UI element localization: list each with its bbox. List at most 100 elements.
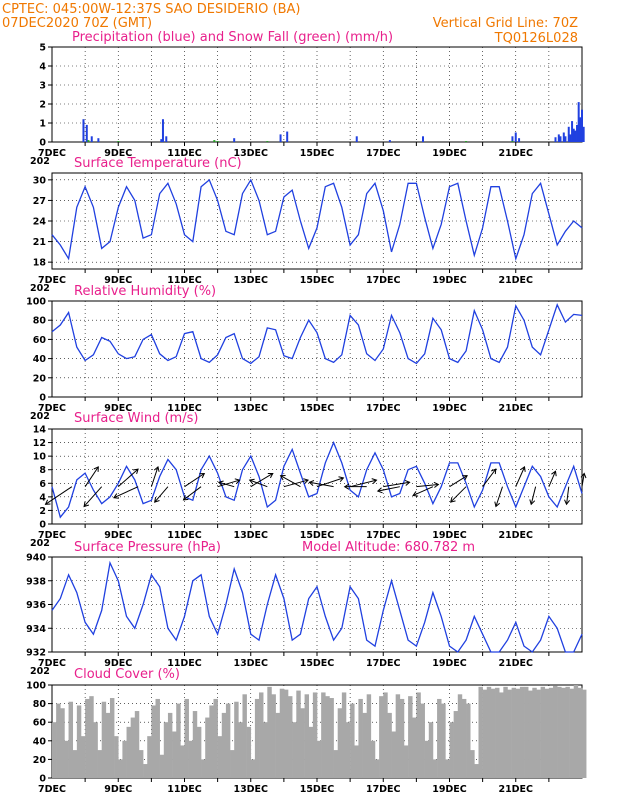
wind-vector-head <box>520 466 526 472</box>
rh-date-label: 21DEC <box>498 403 533 414</box>
cloud-ytick-label: 100 <box>26 681 46 692</box>
wind-vector-head <box>376 487 383 494</box>
cloud-date-label: 7DEC <box>38 784 66 795</box>
temp-date-label: 9DEC <box>104 275 132 286</box>
precip-date-label: 21DEC <box>498 148 533 159</box>
wind-vector-head <box>343 483 350 490</box>
cloud-ytick-label: 0 <box>39 774 46 785</box>
temp-date-label: 21DEC <box>498 275 533 286</box>
cloud-bar <box>532 687 537 778</box>
snow-bar <box>511 141 514 142</box>
header-grid-note: Vertical Grid Line: 70Z <box>433 16 578 31</box>
pressure-date-label: 21DEC <box>498 658 533 669</box>
cloud-bar <box>511 687 517 778</box>
precip-date-label: 7DEC <box>38 148 66 159</box>
pressure-date-label: 11DEC <box>167 658 202 669</box>
cloud-date-label: 9DEC <box>104 784 132 795</box>
cloud-bar <box>159 754 165 778</box>
temp-ytick-label: 27 <box>33 196 46 207</box>
precip-ytick-label: 4 <box>39 62 46 73</box>
cloud-bar <box>519 686 525 778</box>
wind-vector <box>412 486 434 496</box>
cloud-bar <box>292 722 297 778</box>
rh-ytick-label: 40 <box>33 354 47 365</box>
wind-vector <box>316 477 344 488</box>
cloud-ytick-label: 80 <box>33 699 47 710</box>
cloud-bar <box>329 698 334 778</box>
cloud-bar <box>432 759 438 778</box>
precip-bar <box>422 136 424 142</box>
panel-cloud: 0 20 40 60 80 100 7DEC 9DEC 11DEC 13DEC 15DEC 17DEC… <box>26 667 587 795</box>
cloud-bar <box>184 698 189 778</box>
cloud-bar <box>167 712 173 778</box>
cloud-bar <box>213 698 218 778</box>
wind-line <box>51 440 583 519</box>
wind-date-label: 19DEC <box>432 530 467 541</box>
wind-vector <box>495 486 503 507</box>
cloud-ytick-label: 60 <box>33 718 47 729</box>
precip-bar <box>572 128 575 142</box>
cloud-ytick-label: 40 <box>33 736 47 747</box>
cloud-bar <box>321 692 326 778</box>
cloud-date-label: 21DEC <box>498 784 533 795</box>
panel-wind: 0 2 4 6 8 10 12 14 7DEC 9DEC 11DEC 13DEC 15DEC 17DEC 1… <box>30 411 587 549</box>
rh-date-label: 19DEC <box>432 403 467 414</box>
wind-vector-head <box>564 499 570 506</box>
wind-date-label: 9DEC <box>104 530 132 541</box>
cloud-bar <box>192 711 198 778</box>
cloud-bar <box>445 759 450 778</box>
wind-ytick-label: 8 <box>39 465 46 476</box>
wind-title: Surface Wind (m/s) <box>74 411 198 426</box>
cloud-bar <box>557 686 562 778</box>
cloud-bar <box>130 717 136 778</box>
cloud-bar <box>64 740 69 778</box>
cloud-bar <box>540 686 546 778</box>
rh-date-label: 11DEC <box>167 403 202 414</box>
snow-bar <box>465 141 468 142</box>
cloud-bar <box>561 687 566 778</box>
precip-date-label: 17DEC <box>366 148 401 159</box>
temp-date-label: 13DEC <box>233 275 268 286</box>
cloud-bar <box>122 740 127 778</box>
precip-bar <box>279 134 282 142</box>
precip-bar <box>576 124 579 142</box>
cloud-bar <box>495 687 500 778</box>
cloud-bar <box>312 692 318 778</box>
wind-vector <box>581 473 585 487</box>
wind-vector <box>218 481 235 488</box>
cloud-bar <box>114 736 119 778</box>
precip-date-label: 19DEC <box>432 148 467 159</box>
cloud-date-label: 19DEC <box>432 784 467 795</box>
cloud-bar <box>503 686 508 778</box>
precip-bar <box>85 124 88 142</box>
panel-precip: 0 1 2 3 4 5 7DEC 9DEC 11DEC 13DEC 15DEC 17DEC 19DEC 2… <box>30 30 585 167</box>
cloud-bar <box>201 759 206 778</box>
precip-bar <box>160 139 163 142</box>
pressure-ytick-label: 934 <box>26 624 46 635</box>
cloud-bar <box>308 726 314 778</box>
precip-bar <box>574 130 577 142</box>
cloud-bar <box>515 688 521 778</box>
wind-vector-head <box>529 499 536 506</box>
precip-date-label: 11DEC <box>167 148 202 159</box>
cloud-bar <box>118 759 123 778</box>
wind-date-label: 11DEC <box>167 530 202 541</box>
wind-vector-head <box>199 472 206 479</box>
wind-vector-head <box>93 466 99 472</box>
header-date: 07DEC2020 70Z (GMT) <box>2 16 152 31</box>
cloud-bar <box>416 692 421 778</box>
cloud-bar <box>147 736 152 778</box>
cloud-bar <box>263 722 268 778</box>
wind-vector <box>117 468 139 488</box>
wind-vector <box>84 466 99 487</box>
cloud-bar <box>350 703 355 778</box>
cloud-bar <box>544 688 550 778</box>
rh-title: Relative Humidity (%) <box>74 284 216 299</box>
precip-bar <box>559 136 562 142</box>
cloud-bar <box>383 692 388 778</box>
rh-date-label: 17DEC <box>366 403 401 414</box>
precip-bar <box>567 126 570 142</box>
wind-year-label: 202 <box>30 538 50 549</box>
cloud-bar <box>548 687 554 778</box>
wind-vector <box>383 481 410 488</box>
